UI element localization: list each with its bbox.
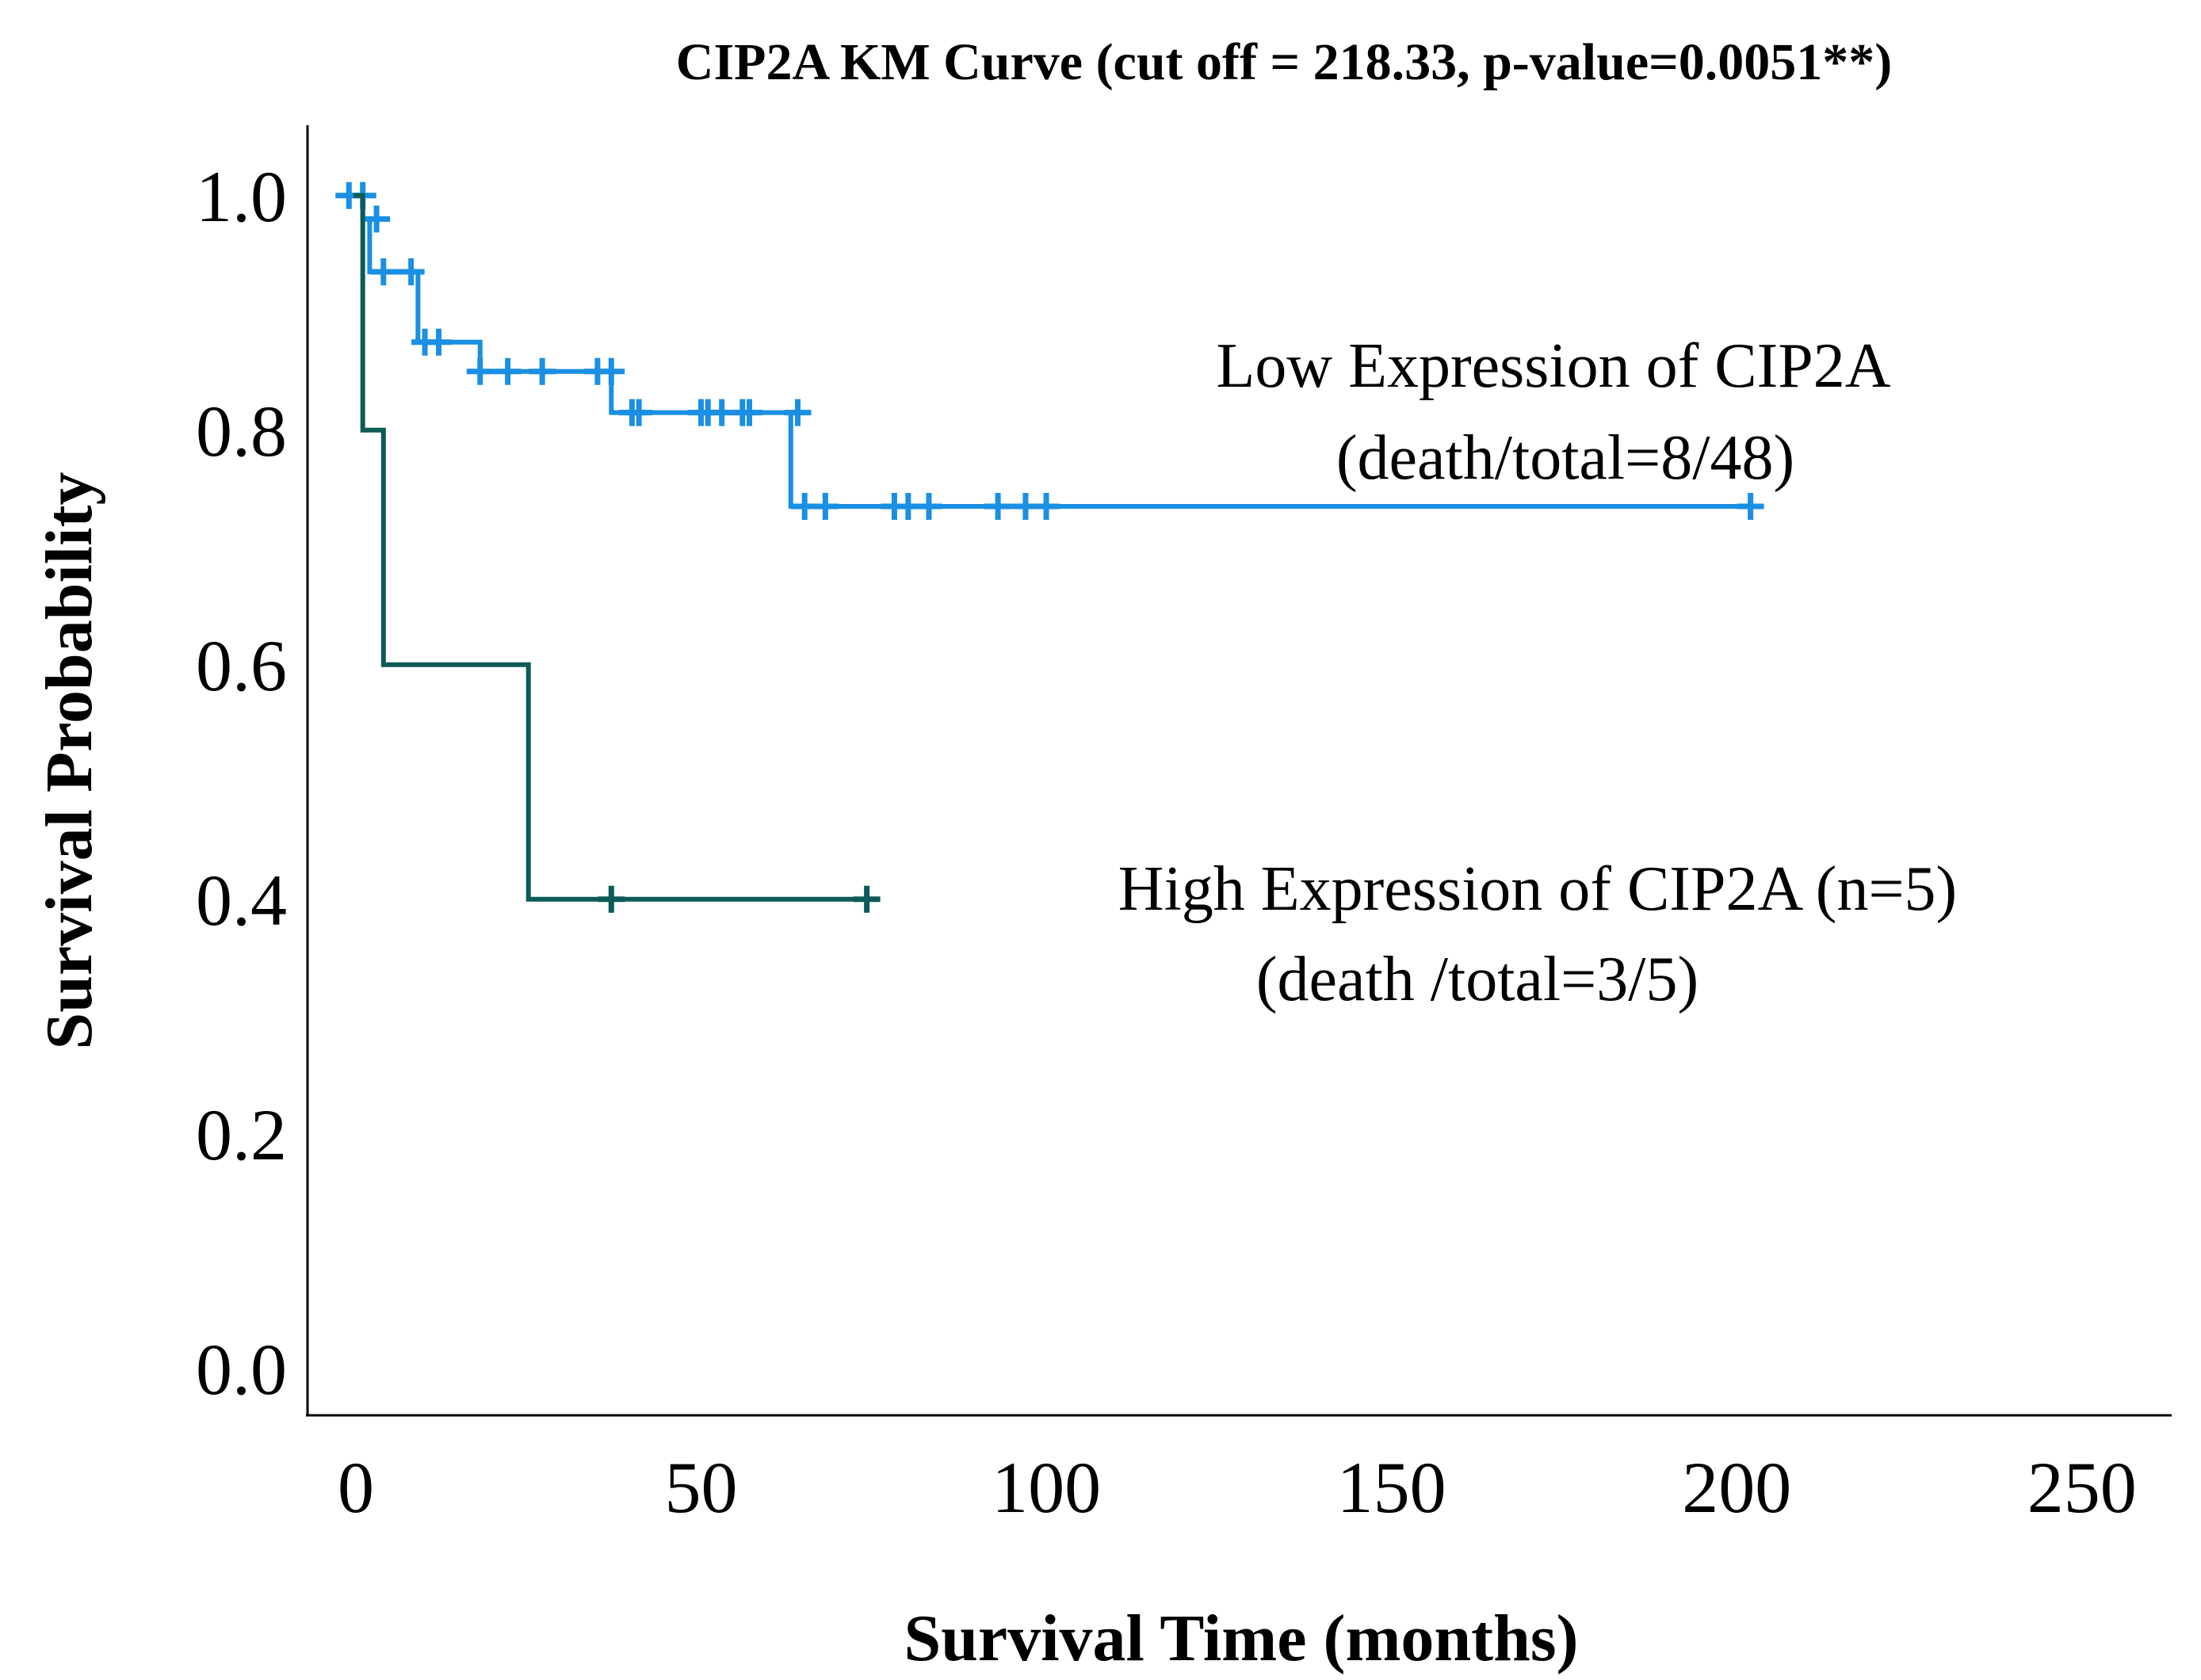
censor-mark — [598, 885, 625, 913]
censor-mark — [529, 357, 556, 385]
censor-mark — [425, 328, 453, 356]
y-tick-label: 0.2 — [196, 1094, 287, 1175]
censor-mark — [1737, 493, 1764, 520]
y-tick-label: 0.4 — [196, 860, 287, 941]
censor-mark — [397, 258, 425, 285]
y-tick-label: 1.0 — [196, 156, 287, 237]
censor-mark — [736, 399, 763, 426]
km-step-line — [353, 193, 869, 902]
x-tick-label: 100 — [992, 1447, 1101, 1528]
x-tick-label: 150 — [1337, 1447, 1446, 1528]
censor-mark — [1033, 493, 1060, 520]
annotation-low-line1: Low Expression of CIP2A — [1216, 331, 1890, 401]
censor-mark — [784, 399, 812, 426]
y-tick-label: 0.8 — [196, 391, 287, 472]
censor-mark — [598, 357, 625, 385]
y-tick-label: 0.6 — [196, 625, 287, 706]
annotation-low-line2: (death/total=8/48) — [1336, 423, 1794, 493]
censor-mark — [466, 357, 494, 385]
x-axis-label: Survival Time (months) — [904, 1602, 1579, 1675]
censor-mark — [984, 493, 1012, 520]
censor-mark — [812, 493, 839, 520]
series-1 — [353, 193, 881, 913]
annotation-high-line1: High Expression of CIP2A (n=5) — [1118, 854, 1957, 924]
y-tick-labels: 0.0 0.2 0.4 0.6 0.8 1.0 — [196, 156, 287, 1410]
x-tick-label: 0 — [338, 1447, 374, 1528]
annotation-high: High Expression of CIP2A (n=5) (death /t… — [1118, 854, 1957, 1014]
censor-mark — [915, 493, 942, 520]
censor-mark — [853, 885, 881, 913]
y-tick-label: 0.0 — [196, 1329, 287, 1410]
censor-mark — [625, 399, 653, 426]
annotation-low: Low Expression of CIP2A (death/total=8/4… — [1216, 331, 1890, 493]
annotation-high-line2: (death /total=3/5) — [1256, 945, 1699, 1014]
censor-mark — [494, 357, 522, 385]
censor-mark — [363, 205, 391, 233]
x-tick-label: 50 — [665, 1447, 738, 1528]
chart-title: CIP2A KM Curve (cut off = 218.33, p-valu… — [676, 33, 1892, 91]
censor-mark — [369, 258, 397, 285]
x-tick-label: 200 — [1682, 1447, 1791, 1528]
x-tick-labels: 0 50 100 150 200 250 — [338, 1447, 2137, 1528]
x-tick-label: 250 — [2027, 1447, 2137, 1528]
y-axis-label: Survival Probability — [32, 472, 106, 1050]
series-layer — [335, 181, 1764, 913]
